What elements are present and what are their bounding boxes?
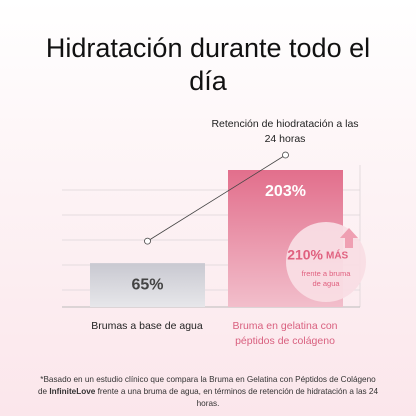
footnote-text: frente a una bruma de agua, en términos … xyxy=(97,387,379,408)
value-label: 203% xyxy=(265,183,306,200)
footnote: *Basado en un estudio clínico que compar… xyxy=(38,374,378,410)
category-label: Bruma en gelatina con péptidos de coláge… xyxy=(232,320,338,347)
value-label: 65% xyxy=(131,276,163,293)
connector-dot xyxy=(144,237,151,245)
badge-arrow xyxy=(340,228,358,248)
footnote-brand: InfiniteLove xyxy=(49,387,96,396)
annotation: Retención de hiodratación a las 24 horas xyxy=(211,118,359,145)
footnote-text: *Basado en un estudio clínico que compar… xyxy=(38,375,376,396)
bar-shade xyxy=(90,263,205,307)
title: Hidratación durante todo el día xyxy=(45,33,371,96)
badge-value: 210% xyxy=(287,247,323,263)
connector xyxy=(147,154,286,242)
category-label: Brumas a base de agua xyxy=(91,320,203,332)
badge-note: frente a bruma de agua xyxy=(302,269,352,288)
badge-label: MÁS xyxy=(326,249,349,262)
connector-dot xyxy=(282,151,289,159)
